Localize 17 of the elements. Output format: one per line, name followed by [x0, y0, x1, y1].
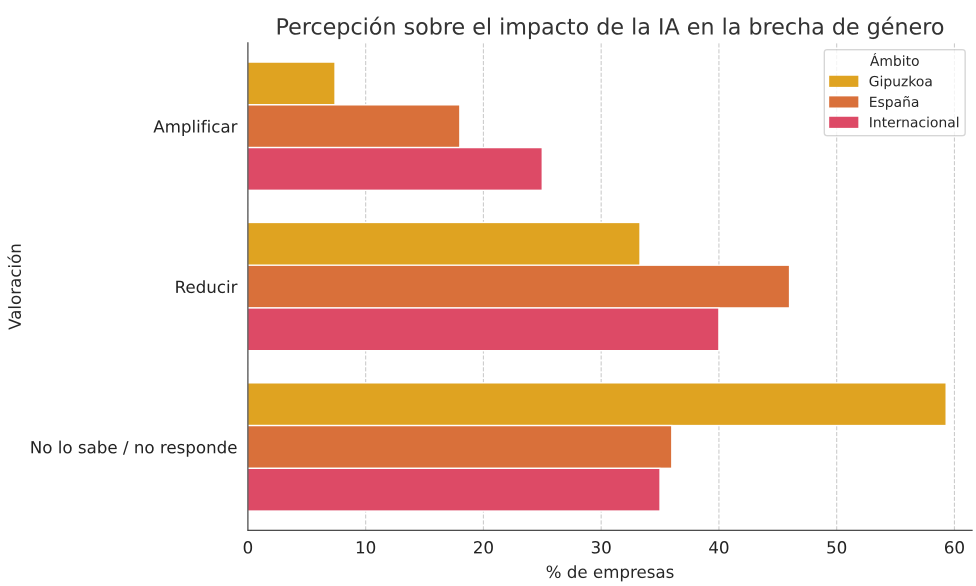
y-tick-label: Reducir — [176, 280, 238, 294]
x-tick-label: 50 — [827, 541, 846, 554]
legend-label: Gipuzkoa — [870, 76, 932, 90]
x-tick-label: 40 — [709, 541, 728, 554]
x-tick-label: 60 — [944, 541, 964, 554]
x-tick-label: 20 — [474, 541, 493, 554]
x-tick-label: 10 — [356, 541, 376, 554]
x-axis-title: % de empresas — [546, 565, 674, 582]
y-axis-title: Valoración — [7, 244, 22, 330]
legend-label: Internacional — [870, 116, 958, 128]
chart-title: Percepción sobre el impacto de la IA en la brecha de género — [278, 16, 944, 40]
legend-title: Ámbito — [870, 52, 919, 66]
y-tick-label: Amplificar — [153, 120, 238, 136]
x-tick-label: 30 — [592, 541, 611, 554]
x-tick-label: 0 — [244, 541, 252, 554]
y-tick-label: No lo sabe / no responde — [31, 440, 237, 457]
legend-label: España — [870, 96, 918, 110]
